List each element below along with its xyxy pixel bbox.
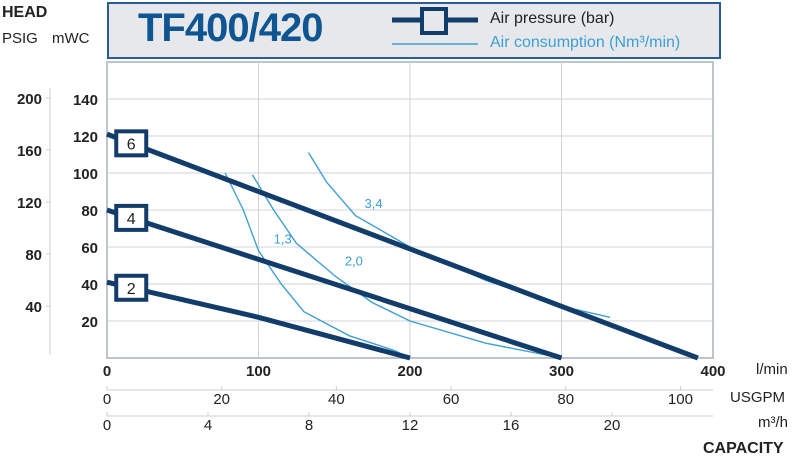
chart-title: TF400/420 bbox=[138, 6, 323, 50]
x-tick-m3h: 16 bbox=[503, 417, 520, 434]
x-tick-usgpm: 40 bbox=[328, 391, 345, 408]
x-tick-usgpm: 0 bbox=[103, 391, 111, 408]
usgpm-label: USGPM bbox=[730, 389, 786, 406]
y-tick-mwc: 60 bbox=[81, 240, 98, 257]
pressure-line-2bar bbox=[106, 279, 411, 361]
m3h-label: m³/h bbox=[758, 414, 788, 431]
consumption-label: 3,4 bbox=[365, 196, 383, 211]
y-tick-psig: 40 bbox=[25, 299, 42, 316]
header-box bbox=[107, 2, 721, 59]
x-tick-m3h: 4 bbox=[204, 417, 212, 434]
x-tick-m3h: 8 bbox=[305, 417, 313, 434]
lmin-label: l/min bbox=[756, 361, 788, 378]
x-tick-usgpm: 100 bbox=[668, 391, 693, 408]
pressure-marker-box bbox=[114, 273, 149, 302]
mwc-label: mWC bbox=[52, 30, 90, 47]
pressure-label: 6 bbox=[127, 136, 136, 153]
x-tick-usgpm: 20 bbox=[213, 391, 230, 408]
capacity-label: CAPACITY bbox=[703, 440, 784, 457]
consumption-label: 1,3 bbox=[274, 231, 292, 246]
y-tick-psig: 160 bbox=[17, 143, 42, 160]
x-tick-usgpm: 60 bbox=[443, 391, 460, 408]
legend-pressure-box bbox=[420, 7, 448, 35]
x-tick-lmin: 300 bbox=[549, 363, 574, 380]
consumption-label: 2,0 bbox=[345, 254, 363, 269]
y-tick-mwc: 140 bbox=[73, 92, 98, 109]
x-tick-lmin: 100 bbox=[246, 363, 271, 380]
x-tick-m3h: 12 bbox=[402, 417, 419, 434]
psig-label: PSIG bbox=[2, 30, 38, 47]
pressure-marker-box bbox=[114, 203, 149, 232]
pressure-line-4bar bbox=[106, 207, 563, 361]
pressure-line-6bar bbox=[106, 131, 699, 361]
legend-pressure: Air pressure (bar) bbox=[490, 10, 615, 27]
legend-consumption: Air consumption (Nm³/min) bbox=[490, 34, 681, 51]
pressure-label: 2 bbox=[127, 281, 136, 298]
x-tick-lmin: 0 bbox=[103, 363, 111, 380]
x-tick-m3h: 0 bbox=[103, 417, 111, 434]
x-tick-lmin: 400 bbox=[700, 363, 725, 380]
y-tick-psig: 120 bbox=[17, 195, 42, 212]
pressure-marker-box bbox=[114, 129, 149, 158]
head-label: HEAD bbox=[2, 4, 48, 21]
y-tick-mwc: 100 bbox=[73, 166, 98, 183]
consumption-line-1-3 bbox=[224, 172, 411, 359]
y-tick-psig: 200 bbox=[17, 91, 42, 108]
y-tick-mwc: 20 bbox=[81, 314, 98, 331]
y-tick-mwc: 40 bbox=[81, 277, 98, 294]
x-tick-m3h: 20 bbox=[604, 417, 621, 434]
y-tick-psig: 80 bbox=[25, 247, 42, 264]
x-tick-usgpm: 80 bbox=[557, 391, 574, 408]
y-tick-mwc: 80 bbox=[81, 203, 98, 220]
pressure-label: 4 bbox=[127, 211, 136, 228]
y-tick-mwc: 120 bbox=[73, 129, 98, 146]
x-tick-lmin: 200 bbox=[397, 363, 422, 380]
